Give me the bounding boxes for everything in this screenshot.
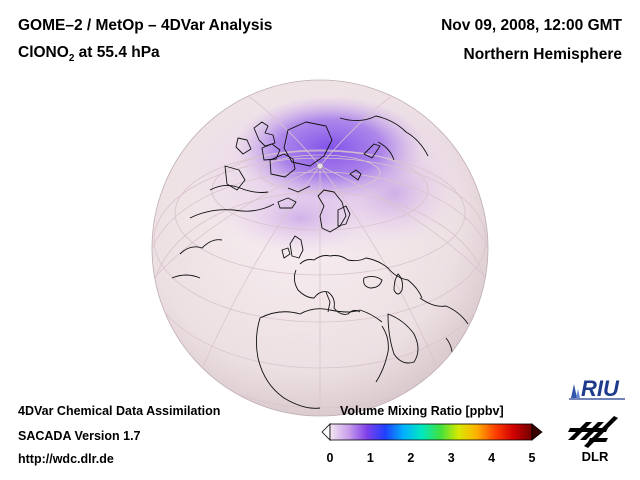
title-instrument: GOME–2 / MetOp – 4DVar Analysis [18,17,273,34]
species-name: ClONO [18,44,69,61]
footer-assimilation: 4DVar Chemical Data Assimilation [18,404,221,418]
riu-logo: RIU [569,376,625,401]
colorbar-under-arrow [321,423,331,441]
colorbar [321,423,543,441]
footer-url[interactable]: http://wdc.dlr.de [18,452,114,466]
species-level: at 55.4 hPa [74,44,160,61]
title-region: Northern Hemisphere [463,46,622,63]
colorbar-title: Volume Mixing Ratio [ppbv] [340,404,504,418]
dlr-logo: DLR [568,416,618,464]
colorbar-gradient [329,423,533,441]
vortex-core [235,96,425,200]
footer-version: SACADA Version 1.7 [18,429,141,443]
colorbar-tick-label: 1 [366,451,374,465]
title-species: ClONO2 at 55.4 hPa [18,44,160,64]
vortex-lobe-south [230,183,370,253]
colorbar-tick-label: 0 [326,451,334,465]
colorbar-tick-label: 3 [447,451,455,465]
colorbar-tick-label: 4 [488,451,496,465]
dlr-logo-text: DLR [582,449,609,464]
species-subscript: 2 [68,53,75,65]
north-pole-marker [316,162,324,170]
colorbar-over-arrow [531,423,543,441]
colorbar-tick-label: 5 [528,451,536,465]
graticule [152,89,488,416]
title-date: Nov 09, 2008, 12:00 GMT [441,17,622,34]
colorbar-tick-label: 2 [407,451,415,465]
riu-logo-text: RIU [581,376,620,401]
globe-map [151,79,489,417]
